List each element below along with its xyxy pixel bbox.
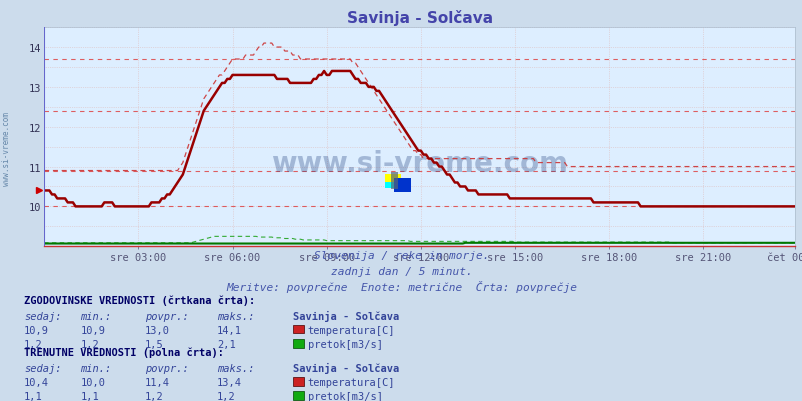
Text: 11,4: 11,4	[144, 377, 169, 387]
Text: maks.:: maks.:	[217, 311, 254, 321]
Text: 1,2: 1,2	[80, 339, 99, 349]
Text: TRENUTNE VREDNOSTI (polna črta):: TRENUTNE VREDNOSTI (polna črta):	[24, 346, 224, 357]
Text: povpr.:: povpr.:	[144, 363, 188, 373]
Text: povpr.:: povpr.:	[144, 311, 188, 321]
Text: www.si-vreme.com: www.si-vreme.com	[271, 150, 567, 178]
Text: 10,4: 10,4	[24, 377, 49, 387]
Text: zadnji dan / 5 minut.: zadnji dan / 5 minut.	[330, 267, 472, 277]
Text: 10,9: 10,9	[24, 325, 49, 335]
Text: maks.:: maks.:	[217, 363, 254, 373]
Text: Savinja - Solčava: Savinja - Solčava	[293, 362, 399, 373]
Text: temperatura[C]: temperatura[C]	[307, 377, 395, 387]
Text: pretok[m3/s]: pretok[m3/s]	[307, 339, 382, 349]
Text: pretok[m3/s]: pretok[m3/s]	[307, 391, 382, 401]
Text: 1,1: 1,1	[24, 391, 43, 401]
Text: 13,4: 13,4	[217, 377, 241, 387]
Text: 10,9: 10,9	[80, 325, 105, 335]
Text: 1,2: 1,2	[217, 391, 235, 401]
Text: 1,1: 1,1	[80, 391, 99, 401]
Text: www.si-vreme.com: www.si-vreme.com	[2, 111, 11, 185]
Text: sedaj:: sedaj:	[24, 311, 62, 321]
Text: 14,1: 14,1	[217, 325, 241, 335]
Text: ZGODOVINSKE VREDNOSTI (črtkana črta):: ZGODOVINSKE VREDNOSTI (črtkana črta):	[24, 294, 255, 305]
Text: 1,2: 1,2	[24, 339, 43, 349]
Text: Slovenija / reke in morje.: Slovenija / reke in morje.	[314, 251, 488, 261]
Text: min.:: min.:	[80, 363, 111, 373]
Text: temperatura[C]: temperatura[C]	[307, 325, 395, 335]
Text: 10,0: 10,0	[80, 377, 105, 387]
Text: min.:: min.:	[80, 311, 111, 321]
Text: Savinja - Solčava: Savinja - Solčava	[293, 310, 399, 321]
Text: 2,1: 2,1	[217, 339, 235, 349]
Title: Savinja - Solčava: Savinja - Solčava	[346, 10, 492, 26]
Text: 1,5: 1,5	[144, 339, 163, 349]
Text: 1,2: 1,2	[144, 391, 163, 401]
Text: Meritve: povprečne  Enote: metrične  Črta: povprečje: Meritve: povprečne Enote: metrične Črta:…	[225, 281, 577, 293]
Text: sedaj:: sedaj:	[24, 363, 62, 373]
Text: 13,0: 13,0	[144, 325, 169, 335]
